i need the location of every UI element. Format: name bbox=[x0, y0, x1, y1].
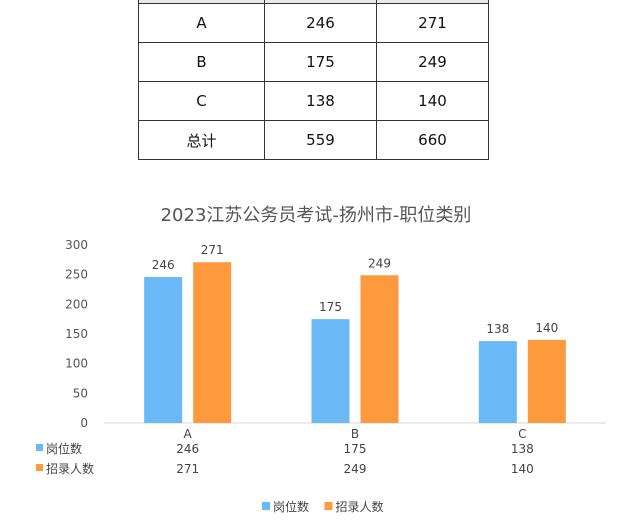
table-cell-category: B bbox=[138, 42, 265, 82]
bar-recruits-A bbox=[193, 262, 232, 423]
x-tick-label: B bbox=[351, 427, 359, 441]
table-row: C 138 140 bbox=[138, 81, 489, 121]
x-tick-label: C bbox=[518, 427, 526, 441]
y-tick-label: 150 bbox=[65, 327, 88, 341]
bar-recruits-C bbox=[527, 339, 566, 423]
data-label: 138 bbox=[486, 322, 509, 336]
bar-positions-B bbox=[311, 319, 350, 423]
data-table-series-name: 岗位数 bbox=[46, 441, 82, 456]
table-cell-recruits: 140 bbox=[376, 81, 489, 121]
table-row: B 175 249 bbox=[138, 42, 489, 82]
bar-recruits-B bbox=[360, 275, 399, 423]
legend-label-recruits: 招录人数 bbox=[336, 499, 384, 514]
table-cell-recruits: 249 bbox=[376, 42, 489, 82]
summary-table: A 246 271 B 175 249 C 138 140 总计 559 660 bbox=[138, 0, 489, 160]
data-label: 246 bbox=[152, 258, 175, 272]
legend-swatch-recruits bbox=[324, 502, 333, 510]
y-tick-label: 200 bbox=[65, 297, 88, 311]
data-table-value: 175 bbox=[344, 442, 367, 456]
y-tick-label: 50 bbox=[73, 386, 88, 400]
data-table-legend-key bbox=[36, 444, 43, 451]
y-tick-label: 250 bbox=[65, 268, 88, 282]
legend-swatch-positions bbox=[262, 502, 270, 510]
table-cell-total-positions: 559 bbox=[264, 120, 377, 160]
data-table-value: 249 bbox=[344, 462, 367, 476]
table-cell-total-label: 总计 bbox=[138, 120, 265, 160]
y-tick-label: 300 bbox=[65, 238, 88, 252]
data-label: 140 bbox=[535, 321, 558, 335]
y-tick-label: 0 bbox=[80, 416, 88, 430]
table-cell-total-recruits: 660 bbox=[376, 120, 489, 160]
data-table-value: 271 bbox=[176, 462, 199, 476]
data-table-series-name: 招录人数 bbox=[46, 461, 94, 476]
chart-title: 2023江苏公务员考试-扬州市-职位类别 bbox=[160, 205, 472, 226]
bar-positions-A bbox=[144, 277, 183, 423]
data-table-value: 246 bbox=[176, 442, 199, 456]
table-total-row: 总计 559 660 bbox=[138, 120, 489, 160]
data-label: 249 bbox=[368, 256, 391, 270]
table-cell-positions: 138 bbox=[264, 81, 377, 121]
data-label: 271 bbox=[201, 243, 224, 257]
data-table-value: 138 bbox=[511, 442, 534, 456]
y-tick-label: 100 bbox=[65, 357, 88, 371]
x-tick-label: A bbox=[184, 427, 193, 441]
data-label: 175 bbox=[319, 300, 342, 314]
bar-positions-C bbox=[478, 341, 517, 423]
data-table-legend-key bbox=[36, 464, 43, 471]
data-table-value: 140 bbox=[511, 462, 534, 476]
table-cell-positions: 175 bbox=[264, 42, 377, 82]
legend-label-positions: 岗位数 bbox=[273, 499, 309, 514]
table-row: A 246 271 bbox=[138, 3, 489, 43]
